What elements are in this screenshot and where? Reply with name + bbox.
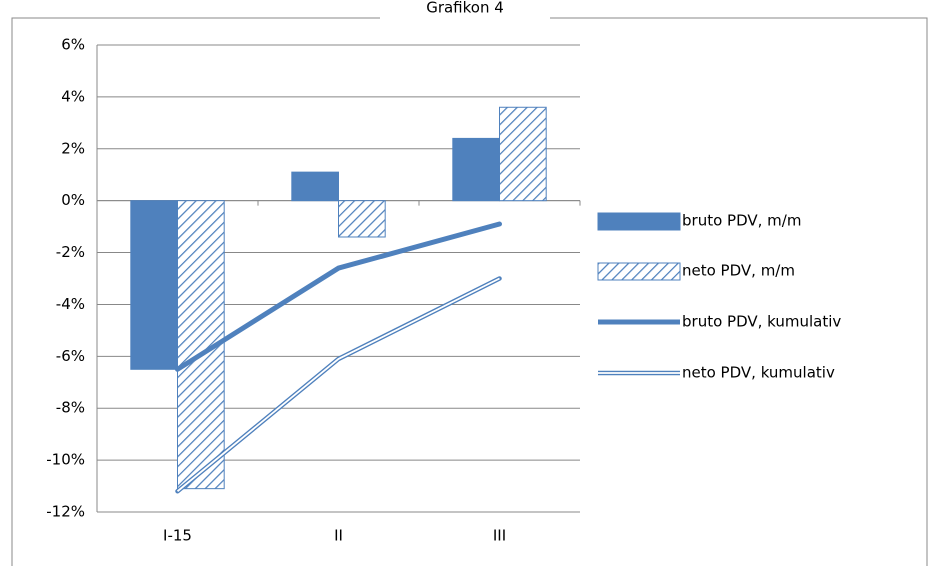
legend-label: neto PDV, m/m — [682, 262, 795, 280]
y-tick-label: -10% — [46, 451, 85, 469]
y-tick-label: -12% — [46, 503, 85, 521]
line — [175, 221, 502, 372]
y-tick-label: 6% — [61, 36, 85, 54]
legend-swatch — [597, 262, 681, 281]
legend-swatch — [597, 212, 681, 231]
bar — [452, 137, 500, 202]
x-tick-label: III — [493, 527, 506, 545]
legend-label: bruto PDV, kumulativ — [682, 313, 841, 331]
bar — [499, 106, 547, 202]
y-tick-label: 2% — [61, 139, 85, 157]
x-tick-label: I-15 — [163, 527, 192, 545]
y-tick-label: -8% — [56, 399, 85, 417]
line-inner — [176, 277, 500, 492]
y-tick-label: -2% — [56, 243, 85, 261]
chart-title: Grafikon 4 — [426, 0, 504, 17]
title-backdrop — [380, 0, 550, 20]
y-tick-label: -6% — [56, 347, 85, 365]
y-tick-label: 0% — [61, 191, 85, 209]
bar — [338, 200, 386, 238]
x-tick-label: II — [334, 527, 343, 545]
bar — [130, 200, 178, 370]
y-tick-label: -4% — [56, 295, 85, 313]
y-tick-label: 4% — [61, 87, 85, 105]
bar — [291, 171, 339, 202]
legend-label: bruto PDV, m/m — [682, 212, 801, 230]
legend-label: neto PDV, kumulativ — [682, 364, 835, 382]
